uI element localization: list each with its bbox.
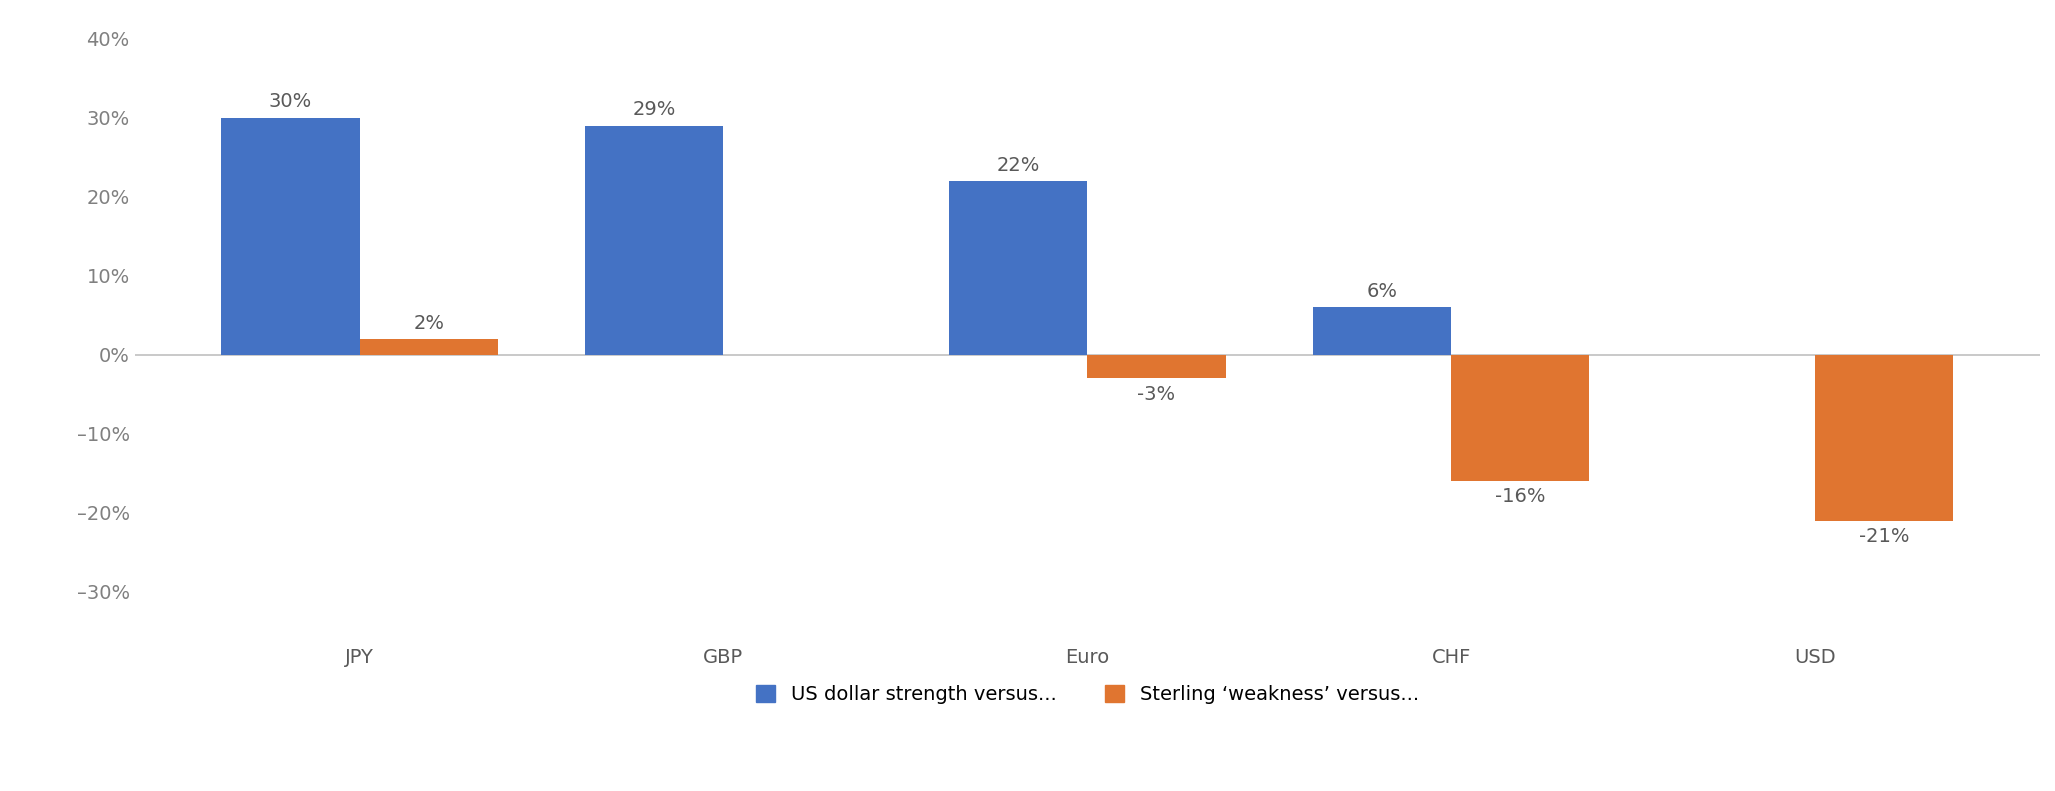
Text: -3%: -3% bbox=[1136, 384, 1175, 403]
Bar bbox=[1087, 354, 1225, 378]
Bar bbox=[360, 339, 497, 354]
Bar bbox=[586, 126, 723, 354]
Bar bbox=[1451, 354, 1589, 481]
Text: 22%: 22% bbox=[997, 156, 1040, 175]
Bar bbox=[1815, 354, 1954, 520]
Bar bbox=[949, 181, 1087, 354]
Bar bbox=[222, 118, 360, 354]
Text: 2%: 2% bbox=[413, 313, 444, 332]
Text: 30%: 30% bbox=[269, 93, 312, 112]
Legend: US dollar strength versus..., Sterling ‘weakness’ versus...: US dollar strength versus..., Sterling ‘… bbox=[746, 675, 1428, 713]
Text: 6%: 6% bbox=[1367, 282, 1397, 301]
Text: -16%: -16% bbox=[1496, 487, 1545, 506]
Text: 29%: 29% bbox=[633, 100, 676, 119]
Bar bbox=[1313, 307, 1451, 354]
Text: -21%: -21% bbox=[1860, 527, 1909, 546]
